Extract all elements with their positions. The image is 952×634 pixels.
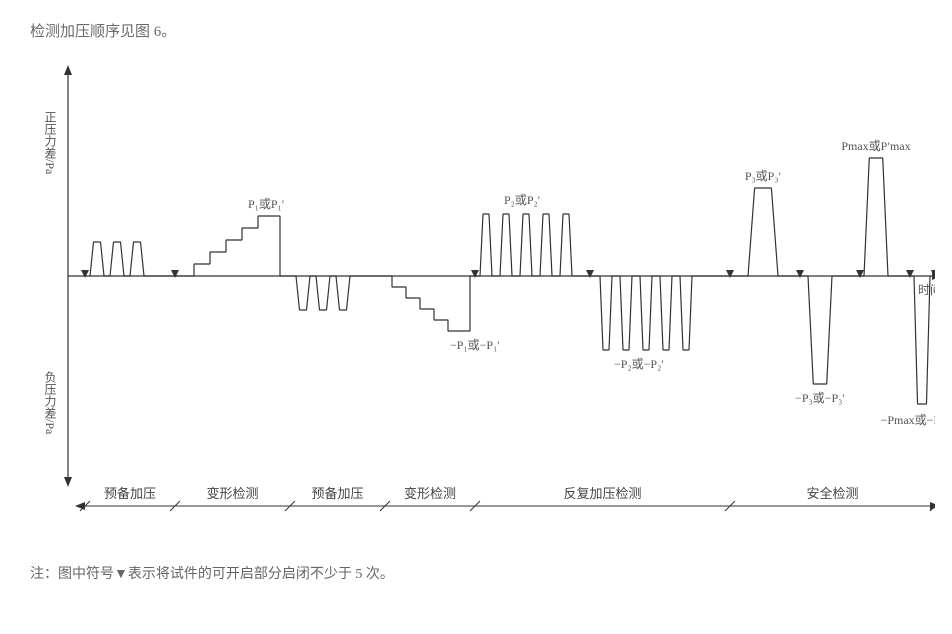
svg-text:P₃或P₃′: P₃或P₃′ xyxy=(745,169,782,183)
svg-text:−P₃或−P₃′: −P₃或−P₃′ xyxy=(795,391,845,405)
svg-text:变形检测: 变形检测 xyxy=(206,486,258,501)
svg-text:变形检测: 变形检测 xyxy=(404,486,456,501)
svg-text:安全检测: 安全检测 xyxy=(806,486,858,501)
svg-text:Pmax或P′max: Pmax或P′max xyxy=(841,139,910,153)
footnote: 注：图中符号▼表示将试件的可开启部分启闭不少于 5 次。 xyxy=(30,563,922,583)
intro-text: 检测加压顺序见图 6。 xyxy=(30,20,922,41)
svg-text:正压力差/Pa: 正压力差/Pa xyxy=(43,111,57,175)
svg-text:−Pmax或−P′max: −Pmax或−P′max xyxy=(881,413,935,427)
svg-text:反复加压检测: 反复加压检测 xyxy=(563,486,641,501)
svg-text:预备加压: 预备加压 xyxy=(104,486,156,501)
svg-text:−P₂或−P₂′: −P₂或−P₂′ xyxy=(614,357,664,371)
pressure-sequence-diagram: 正压力差/Pa 负压力差/Pa 时间 P₁或P₁′ −P₁或−P₁′ P₂或P₂′ −P₂或… xyxy=(30,51,935,551)
svg-text:时间: 时间 xyxy=(918,283,935,297)
svg-text:负压力差/Pa: 负压力差/Pa xyxy=(43,371,57,435)
svg-text:P₁或P₁′: P₁或P₁′ xyxy=(248,197,285,211)
svg-text:−P₁或−P₁′: −P₁或−P₁′ xyxy=(450,338,500,352)
svg-text:预备加压: 预备加压 xyxy=(311,486,363,501)
svg-text:P₂或P₂′: P₂或P₂′ xyxy=(504,193,541,207)
